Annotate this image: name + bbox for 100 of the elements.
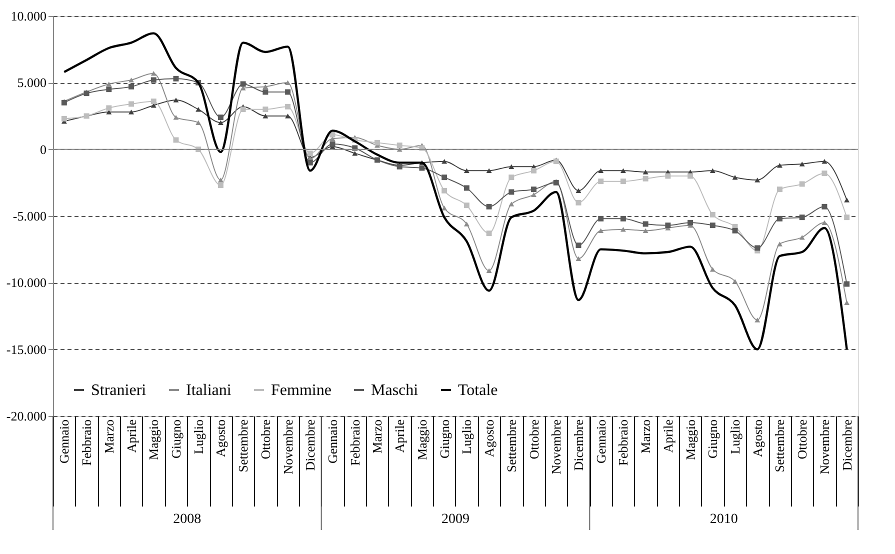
point <box>173 137 179 143</box>
point <box>442 158 448 164</box>
point <box>642 221 648 227</box>
point <box>732 174 738 180</box>
point <box>799 234 805 240</box>
line-series <box>63 32 848 350</box>
point <box>822 220 828 226</box>
y-tick-label: 5.000 <box>17 75 46 90</box>
point <box>576 242 582 248</box>
legend-label: Totale <box>458 382 498 399</box>
x-tick-label: Giugno <box>705 420 720 458</box>
point <box>150 77 156 83</box>
point <box>218 120 224 126</box>
point <box>598 178 604 184</box>
point <box>776 162 782 168</box>
point <box>262 106 268 112</box>
point <box>173 114 179 120</box>
point <box>196 106 202 112</box>
x-tick-label: Aprile <box>660 419 676 453</box>
y-tick-label: -5.000 <box>12 208 46 224</box>
point <box>262 89 268 95</box>
point <box>218 182 224 188</box>
point <box>285 89 291 95</box>
point <box>508 174 514 180</box>
legend-label: Maschi <box>371 382 419 399</box>
point <box>598 216 604 222</box>
legend-label: Italiani <box>186 382 232 399</box>
x-tick-label: Dicembre <box>570 419 586 471</box>
point <box>776 216 782 222</box>
x-tick-label: Dicembre <box>839 419 854 471</box>
point <box>285 114 291 118</box>
x-tick-label: Febbraio <box>616 420 631 466</box>
x-tick-label: Giugno <box>168 420 184 458</box>
x-tick-label: Novembre <box>548 419 564 474</box>
x-tick-label: Luglio <box>459 420 474 454</box>
point <box>352 150 358 156</box>
point <box>642 176 648 182</box>
point <box>620 168 626 174</box>
point <box>396 142 402 148</box>
point <box>508 189 514 195</box>
x-tick-label: Dicembre <box>302 419 318 471</box>
point <box>442 174 448 180</box>
point <box>150 70 156 76</box>
x-tick-label: Novembre <box>280 419 296 474</box>
point <box>710 168 716 174</box>
point <box>262 114 268 118</box>
point <box>173 76 179 82</box>
point <box>531 192 537 198</box>
y-tick-label: 10.000 <box>10 8 46 24</box>
point <box>464 222 470 226</box>
x-tick-label: Settembre <box>772 419 788 472</box>
x-tick-label: Agosto <box>213 420 228 458</box>
y-tick-label: 0 <box>40 142 46 157</box>
point <box>486 268 492 274</box>
point <box>822 204 828 210</box>
point <box>754 245 760 251</box>
point <box>128 110 134 114</box>
x-tick-label: Aprile <box>392 419 408 453</box>
point <box>710 266 716 272</box>
point <box>665 173 671 179</box>
point <box>285 104 291 110</box>
point <box>330 141 336 147</box>
x-tick-label: Ottobre <box>794 419 810 460</box>
point <box>307 150 313 156</box>
x-tick-label: Luglio <box>728 420 743 454</box>
point <box>262 84 268 90</box>
point <box>240 81 246 87</box>
point <box>240 106 246 112</box>
point <box>665 222 671 228</box>
point <box>531 186 536 192</box>
point <box>128 84 134 90</box>
point <box>218 178 224 182</box>
point <box>106 82 112 86</box>
x-tick-label: Ottobre <box>258 419 273 460</box>
x-tick-label: Novembre <box>816 419 832 474</box>
point <box>106 105 112 111</box>
text: 2008 <box>173 512 202 527</box>
point <box>576 256 582 262</box>
point <box>620 216 626 222</box>
x-tick-label: Marzo <box>638 420 654 454</box>
x-tick-label: Settembre <box>236 419 251 472</box>
x-tick-label: Maggio <box>414 420 430 460</box>
point <box>598 168 604 174</box>
y-tick-label: -20.000 <box>6 408 46 424</box>
x-tick-label: Marzo <box>370 420 385 454</box>
y-tick-label: -15.000 <box>6 342 46 357</box>
point <box>620 178 626 184</box>
x-tick-label: Marzo <box>101 420 116 454</box>
point <box>285 80 291 86</box>
point <box>754 178 760 182</box>
point <box>464 202 470 208</box>
point <box>732 228 738 234</box>
point <box>442 188 448 194</box>
point <box>464 185 470 191</box>
x-tick-label: Maggio <box>682 420 698 460</box>
point <box>844 300 850 306</box>
point <box>642 228 648 234</box>
x-tick-label: Gennaio <box>325 420 340 464</box>
legend-label: Femmine <box>271 382 332 399</box>
point <box>150 98 156 104</box>
